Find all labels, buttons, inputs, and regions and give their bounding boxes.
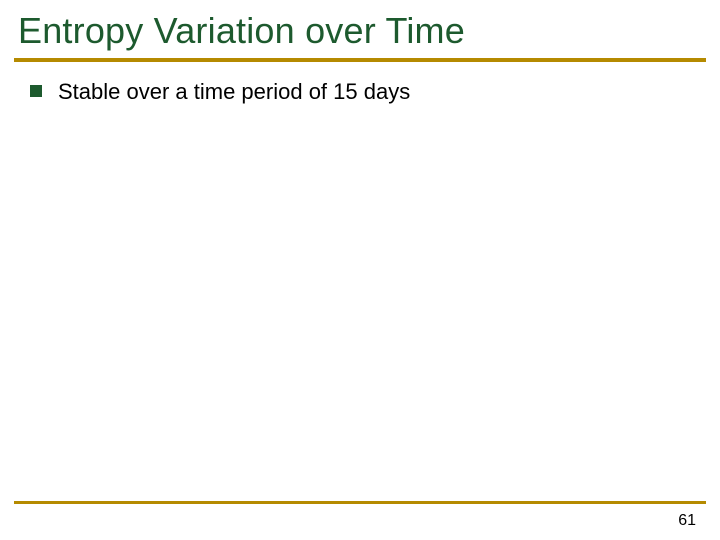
bullet-item: Stable over a time period of 15 days [30,78,690,106]
slide: Entropy Variation over Time Stable over … [0,0,720,540]
bullet-text: Stable over a time period of 15 days [58,78,410,106]
slide-title: Entropy Variation over Time [18,10,702,52]
title-underline [14,58,706,62]
footer-rule [14,501,706,504]
page-number: 61 [678,512,696,530]
square-bullet-icon [30,85,42,97]
